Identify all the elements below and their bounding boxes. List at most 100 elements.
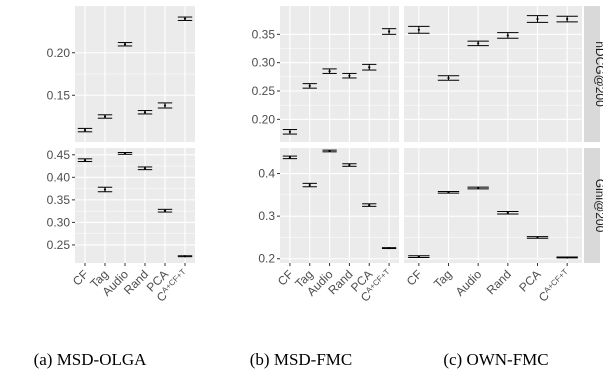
errorbar-pca	[157, 102, 173, 109]
errorbar-cf	[408, 255, 430, 258]
errorbar-tag	[97, 186, 113, 193]
mean-point	[143, 167, 147, 170]
y-tick-label: 0.20	[47, 46, 71, 60]
mean-point	[387, 30, 391, 33]
errorbar-c-a-cf-t	[381, 246, 397, 250]
errorbar-pca	[157, 208, 173, 213]
strip-label: Gini@200	[593, 179, 603, 233]
facet-strip-gini-200: Gini@200	[584, 148, 603, 263]
errorbar-c-a-cf-t	[177, 16, 193, 21]
y-tick-label: 0.45	[47, 148, 71, 162]
errorbar-tag	[302, 83, 317, 89]
errorbar-rand	[342, 72, 357, 79]
mean-point	[163, 209, 167, 212]
errorbar-rand	[137, 166, 153, 171]
mean-point	[506, 211, 509, 214]
errorbar-rand	[497, 32, 519, 39]
strip-background	[584, 148, 600, 263]
y-tick-label: 0.3	[258, 209, 275, 223]
errorbar-audio	[467, 40, 489, 47]
panel-a-msd-olga-ndcg-200: 0.15 0.20	[47, 6, 195, 142]
strip-label: nDCG@200	[593, 41, 603, 107]
y-tick-label: 0.2	[258, 252, 275, 266]
y-tick-label: 0.30	[252, 56, 276, 70]
mean-point	[83, 159, 87, 162]
y-tick-label: 0.35	[252, 27, 276, 41]
errorbar-audio	[322, 68, 337, 74]
x-tick-label: CF	[404, 267, 425, 288]
mean-point	[163, 104, 167, 107]
mean-point	[103, 188, 107, 191]
results-figure: 0.15 0.20 0.25 0.30 0.35 0.40 0.45 CF TagAudioRa…	[47, 6, 603, 305]
y-tick-label: 0.20	[252, 112, 276, 126]
errorbar-cf	[408, 25, 430, 34]
mean-point	[288, 156, 292, 159]
mean-point	[417, 255, 420, 258]
y-tick-label: 0.30	[47, 215, 71, 229]
mean-point	[288, 130, 292, 133]
errorbar-tag	[437, 75, 460, 81]
errorbar-rand	[137, 110, 153, 115]
errorbar-tag	[97, 114, 113, 119]
errorbar-pca	[526, 236, 549, 239]
mean-point	[308, 84, 311, 87]
mean-point	[368, 203, 371, 207]
mean-point	[477, 42, 480, 45]
errorbar-c-a-cf-t	[381, 28, 397, 35]
errorbar-c-a-cf-t	[556, 256, 578, 259]
errorbar-audio	[117, 152, 133, 155]
panel-c-own-fmc-ndcg-200	[404, 6, 582, 142]
errorbar-c-a-cf-t	[177, 255, 193, 258]
errorbar-cf	[77, 158, 93, 163]
mean-point	[566, 256, 569, 259]
errorbar-cf	[77, 127, 93, 133]
x-tick-label: CF	[70, 267, 91, 288]
y-tick-label: 0.25	[47, 238, 71, 252]
panel-background	[404, 6, 582, 142]
facet-strip-ndcg-200: nDCG@200	[584, 6, 603, 142]
errorbar-pca	[362, 203, 377, 207]
errorbar-audio	[117, 42, 133, 47]
mean-point	[477, 186, 480, 190]
mean-point	[308, 183, 311, 187]
panel-background	[280, 148, 399, 263]
errorbar-tag	[302, 182, 317, 188]
errorbar-audio	[322, 149, 337, 153]
x-tick-label: CA+CF+T	[536, 267, 574, 305]
x-tick-label: Rand	[484, 267, 514, 297]
x-tick-label: CF	[275, 267, 296, 288]
y-tick-label: 0.35	[47, 193, 71, 207]
mean-point	[447, 191, 450, 194]
mean-point	[368, 66, 371, 69]
errorbar-rand	[497, 210, 519, 215]
mean-point	[183, 255, 187, 258]
errorbar-cf	[282, 129, 298, 135]
caption-msd-olga: (a) MSD-OLGA	[33, 350, 147, 369]
errorbar-audio	[467, 186, 489, 190]
mean-point	[417, 28, 420, 31]
y-tick-label: 0.15	[47, 88, 71, 102]
errorbar-pca	[526, 15, 549, 23]
mean-point	[447, 76, 450, 80]
mean-point	[348, 163, 351, 167]
x-tick-label: Audio	[453, 267, 485, 299]
panel-background	[280, 6, 399, 142]
mean-point	[387, 246, 391, 250]
errorbar-tag	[437, 190, 460, 194]
caption-msd-fmc: (b) MSD-FMC	[249, 350, 353, 369]
mean-point	[506, 34, 509, 37]
mean-point	[536, 17, 539, 21]
x-tick-label: Tag	[431, 267, 455, 291]
panel-background	[75, 148, 195, 263]
mean-point	[103, 115, 107, 118]
mean-point	[183, 17, 187, 20]
errorbar-cf	[282, 155, 298, 160]
errorbar-rand	[342, 163, 357, 167]
panel-b-msd-fmc-ndcg-200: 0.20 0.25 0.30 0.35	[252, 6, 399, 142]
caption-own-fmc: (c) OWN-FMC	[443, 350, 549, 369]
panel-background	[404, 148, 582, 263]
mean-point	[328, 149, 331, 153]
mean-point	[348, 74, 351, 77]
mean-point	[143, 111, 147, 114]
